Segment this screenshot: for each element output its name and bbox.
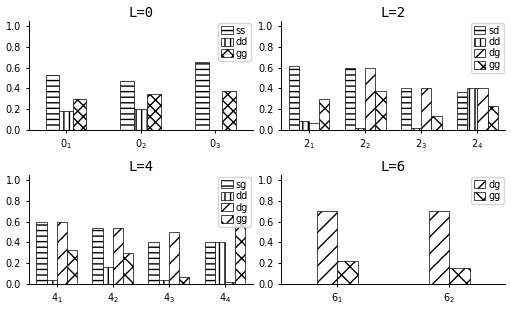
Bar [57,222,66,284]
Bar [66,250,77,284]
Legend: sd, dd, dg, gg: sd, dd, dg, gg [471,23,503,73]
Bar [179,277,189,284]
Bar [317,211,337,284]
Bar [457,92,468,130]
Legend: dg, gg: dg, gg [471,177,503,204]
Bar [309,123,319,130]
Bar [289,67,299,130]
Bar [46,75,59,130]
Bar [149,242,158,284]
Bar [169,232,179,284]
Title: L=2: L=2 [381,6,406,20]
Title: L=4: L=4 [128,160,153,174]
Bar [401,88,411,130]
Title: L=0: L=0 [128,6,153,20]
Bar [345,67,355,130]
Bar [337,261,358,284]
Bar [59,111,73,130]
Bar [158,280,169,284]
Bar [225,282,235,284]
Bar [376,91,385,130]
Bar [36,222,47,284]
Bar [449,268,470,284]
Bar [235,222,245,284]
Bar [429,211,449,284]
Bar [468,88,477,130]
Bar [431,116,442,130]
Bar [112,228,123,284]
Bar [299,121,309,130]
Bar [204,242,215,284]
Bar [147,94,161,130]
Legend: ss, dd, gg: ss, dd, gg [218,23,251,61]
Bar [92,228,103,284]
Legend: sg, dd, dg, gg: sg, dd, dg, gg [218,177,251,227]
Bar [47,280,57,284]
Bar [355,128,365,130]
Bar [121,81,134,130]
Bar [411,128,422,130]
Bar [477,88,487,130]
Bar [195,62,208,130]
Bar [487,106,498,130]
Bar [73,99,86,130]
Bar [319,99,330,130]
Bar [365,67,376,130]
Bar [103,267,112,284]
Title: L=6: L=6 [381,160,406,174]
Bar [215,242,225,284]
Bar [222,91,236,130]
Bar [134,109,147,130]
Bar [123,253,133,284]
Bar [422,88,431,130]
